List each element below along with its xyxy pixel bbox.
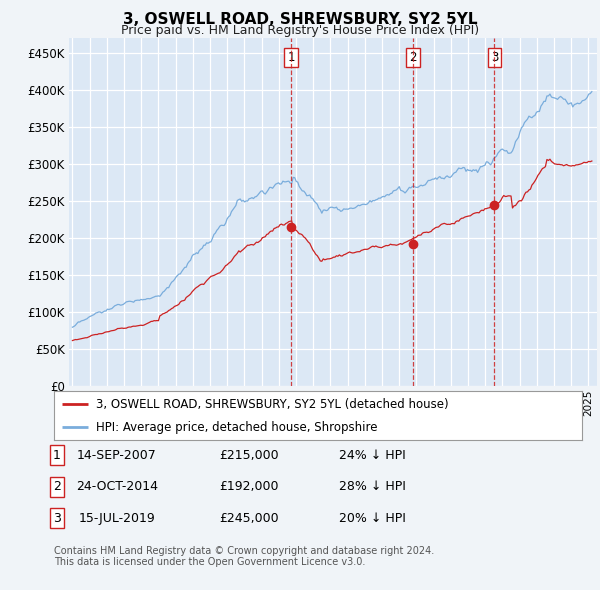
Text: Contains HM Land Registry data © Crown copyright and database right 2024.
This d: Contains HM Land Registry data © Crown c… xyxy=(54,546,434,568)
Text: HPI: Average price, detached house, Shropshire: HPI: Average price, detached house, Shro… xyxy=(96,421,378,434)
Text: 24-OCT-2014: 24-OCT-2014 xyxy=(76,480,158,493)
Text: 2: 2 xyxy=(409,51,417,64)
Text: 3, OSWELL ROAD, SHREWSBURY, SY2 5YL: 3, OSWELL ROAD, SHREWSBURY, SY2 5YL xyxy=(123,12,477,27)
Text: £245,000: £245,000 xyxy=(219,512,279,525)
Text: 3: 3 xyxy=(53,512,61,525)
Text: 24% ↓ HPI: 24% ↓ HPI xyxy=(338,449,406,462)
Text: 1: 1 xyxy=(53,449,61,462)
Text: 3, OSWELL ROAD, SHREWSBURY, SY2 5YL (detached house): 3, OSWELL ROAD, SHREWSBURY, SY2 5YL (det… xyxy=(96,398,449,411)
Text: Price paid vs. HM Land Registry's House Price Index (HPI): Price paid vs. HM Land Registry's House … xyxy=(121,24,479,37)
Text: 3: 3 xyxy=(491,51,498,64)
Text: 28% ↓ HPI: 28% ↓ HPI xyxy=(338,480,406,493)
Text: 2: 2 xyxy=(53,480,61,493)
Text: 15-JUL-2019: 15-JUL-2019 xyxy=(79,512,155,525)
Text: 1: 1 xyxy=(287,51,295,64)
Text: 14-SEP-2007: 14-SEP-2007 xyxy=(77,449,157,462)
Text: £215,000: £215,000 xyxy=(219,449,279,462)
Text: £192,000: £192,000 xyxy=(219,480,279,493)
Text: 20% ↓ HPI: 20% ↓ HPI xyxy=(338,512,406,525)
